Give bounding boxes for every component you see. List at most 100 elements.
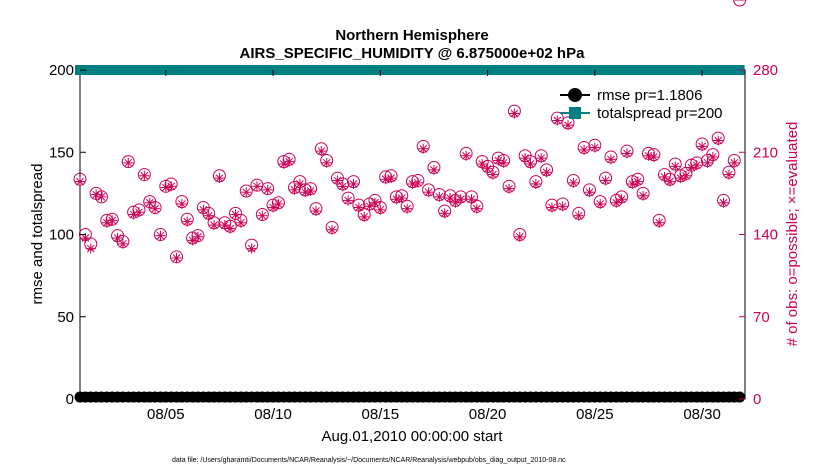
totalspread-point <box>504 65 515 75</box>
totalspread-point <box>209 65 220 75</box>
obs-evaluated-stroke <box>623 149 631 158</box>
totalspread-point <box>675 65 686 75</box>
totalspread-point <box>289 65 300 75</box>
totalspread-point <box>605 65 616 75</box>
totalspread-point <box>251 65 262 75</box>
obs-evaluated-stroke <box>226 224 235 233</box>
obs-evaluated-stroke <box>494 156 503 165</box>
obs-evaluated-stroke <box>607 155 615 164</box>
totalspread-point <box>455 65 466 75</box>
obs-evaluated-point <box>209 220 220 231</box>
totalspread-point <box>139 65 150 75</box>
observation-counts <box>73 0 747 264</box>
obs-evaluated-point <box>386 173 397 184</box>
left-tick-label: 100 <box>49 227 74 244</box>
obs-evaluated-stroke <box>655 218 664 227</box>
obs-evaluated-stroke <box>612 198 621 207</box>
obs-evaluated-point <box>584 187 595 198</box>
obs-evaluated-stroke <box>692 161 701 170</box>
plot-area <box>79 69 746 400</box>
legend-spread-marker <box>569 107 581 119</box>
obs-evaluated-point <box>525 159 536 169</box>
obs-evaluated-point <box>552 115 563 126</box>
totalspread-point <box>439 65 450 75</box>
obs-evaluated-stroke <box>178 200 186 208</box>
obs-evaluated-stroke <box>510 109 519 118</box>
totalspread-point <box>321 65 332 75</box>
obs-evaluated-stroke <box>564 121 572 130</box>
totalspread-point <box>686 65 697 75</box>
totalspread-point <box>123 65 134 75</box>
obs-evaluated-point <box>117 238 128 249</box>
legend: rmse pr=1.1806 totalspread pr=200 <box>560 87 723 122</box>
obs-evaluated-stroke <box>708 153 717 161</box>
obs-evaluated-stroke <box>237 218 245 227</box>
obs-evaluated-point <box>316 146 327 157</box>
obs-evaluated-point <box>75 176 85 187</box>
totalspread-point <box>654 65 665 75</box>
totalspread-point <box>568 65 579 75</box>
totalspread-point <box>627 65 638 75</box>
obs-evaluated-point <box>192 231 203 242</box>
obs-evaluated-point <box>563 120 574 131</box>
obs-evaluated-point <box>622 148 633 159</box>
left-tick-label: 50 <box>57 309 74 326</box>
obs-evaluated-point <box>434 191 445 202</box>
obs-evaluated-stroke <box>456 195 465 204</box>
obs-evaluated-point <box>455 194 466 205</box>
totalspread-point <box>461 65 472 75</box>
obs-evaluated-point <box>713 135 724 146</box>
obs-evaluated-point <box>310 206 321 216</box>
left-tick-label: 150 <box>49 144 74 161</box>
x-axis-ticks: 08/05 08/10 08/15 08/20 08/25 08/30 <box>147 70 721 423</box>
totalspread-point <box>584 65 595 75</box>
totalspread-point <box>369 65 380 75</box>
totalspread-point <box>643 65 654 75</box>
obs-evaluated-stroke <box>440 209 449 218</box>
totalspread-point <box>348 65 359 75</box>
obs-evaluated-point <box>723 169 734 180</box>
totalspread-point <box>187 65 198 75</box>
obs-evaluated-stroke <box>580 146 588 154</box>
data-file-footnote: data file: /Users/gharamti/Documents/NCA… <box>172 457 566 464</box>
obs-evaluated-point <box>697 141 708 152</box>
totalspread-point <box>407 65 418 75</box>
totalspread-point <box>450 65 461 75</box>
obs-evaluated-point <box>171 253 182 263</box>
totalspread-point <box>418 65 429 75</box>
obs-evaluated-stroke <box>419 144 428 153</box>
obs-evaluated-stroke <box>167 182 176 191</box>
obs-evaluated-point <box>225 223 236 234</box>
obs-evaluated-stroke <box>489 170 497 179</box>
obs-evaluated-stroke <box>328 225 336 234</box>
totalspread-point <box>155 65 166 75</box>
obs-evaluated-point <box>353 202 364 213</box>
obs-evaluated-stroke <box>274 200 283 208</box>
obs-evaluated-stroke <box>242 188 251 197</box>
obs-evaluated-stroke <box>151 204 159 213</box>
totalspread-point <box>117 65 128 75</box>
obs-evaluated-stroke <box>649 153 658 161</box>
obs-evaluated-point <box>530 178 541 189</box>
obs-evaluated-point <box>632 176 643 187</box>
totalspread-point <box>310 65 321 75</box>
obs-evaluated-point <box>428 164 439 175</box>
totalspread-point <box>85 65 96 75</box>
obs-evaluated-point <box>150 203 161 214</box>
totalspread-point <box>616 65 627 75</box>
totalspread-point <box>203 65 214 75</box>
obs-evaluated-point <box>557 201 568 212</box>
obs-evaluated-stroke <box>183 217 192 226</box>
obs-evaluated-stroke <box>725 170 733 179</box>
totalspread-point <box>198 65 209 75</box>
obs-evaluated-point <box>241 187 252 198</box>
obs-evaluated-stroke <box>633 177 642 186</box>
totalspread-point <box>557 65 568 75</box>
obs-evaluated-stroke <box>317 147 326 155</box>
totalspread-point <box>681 65 692 75</box>
obs-evaluated-point <box>707 151 718 162</box>
obs-evaluated-point <box>133 207 144 218</box>
obs-evaluated-stroke <box>247 244 256 253</box>
totalspread-point <box>471 65 482 75</box>
